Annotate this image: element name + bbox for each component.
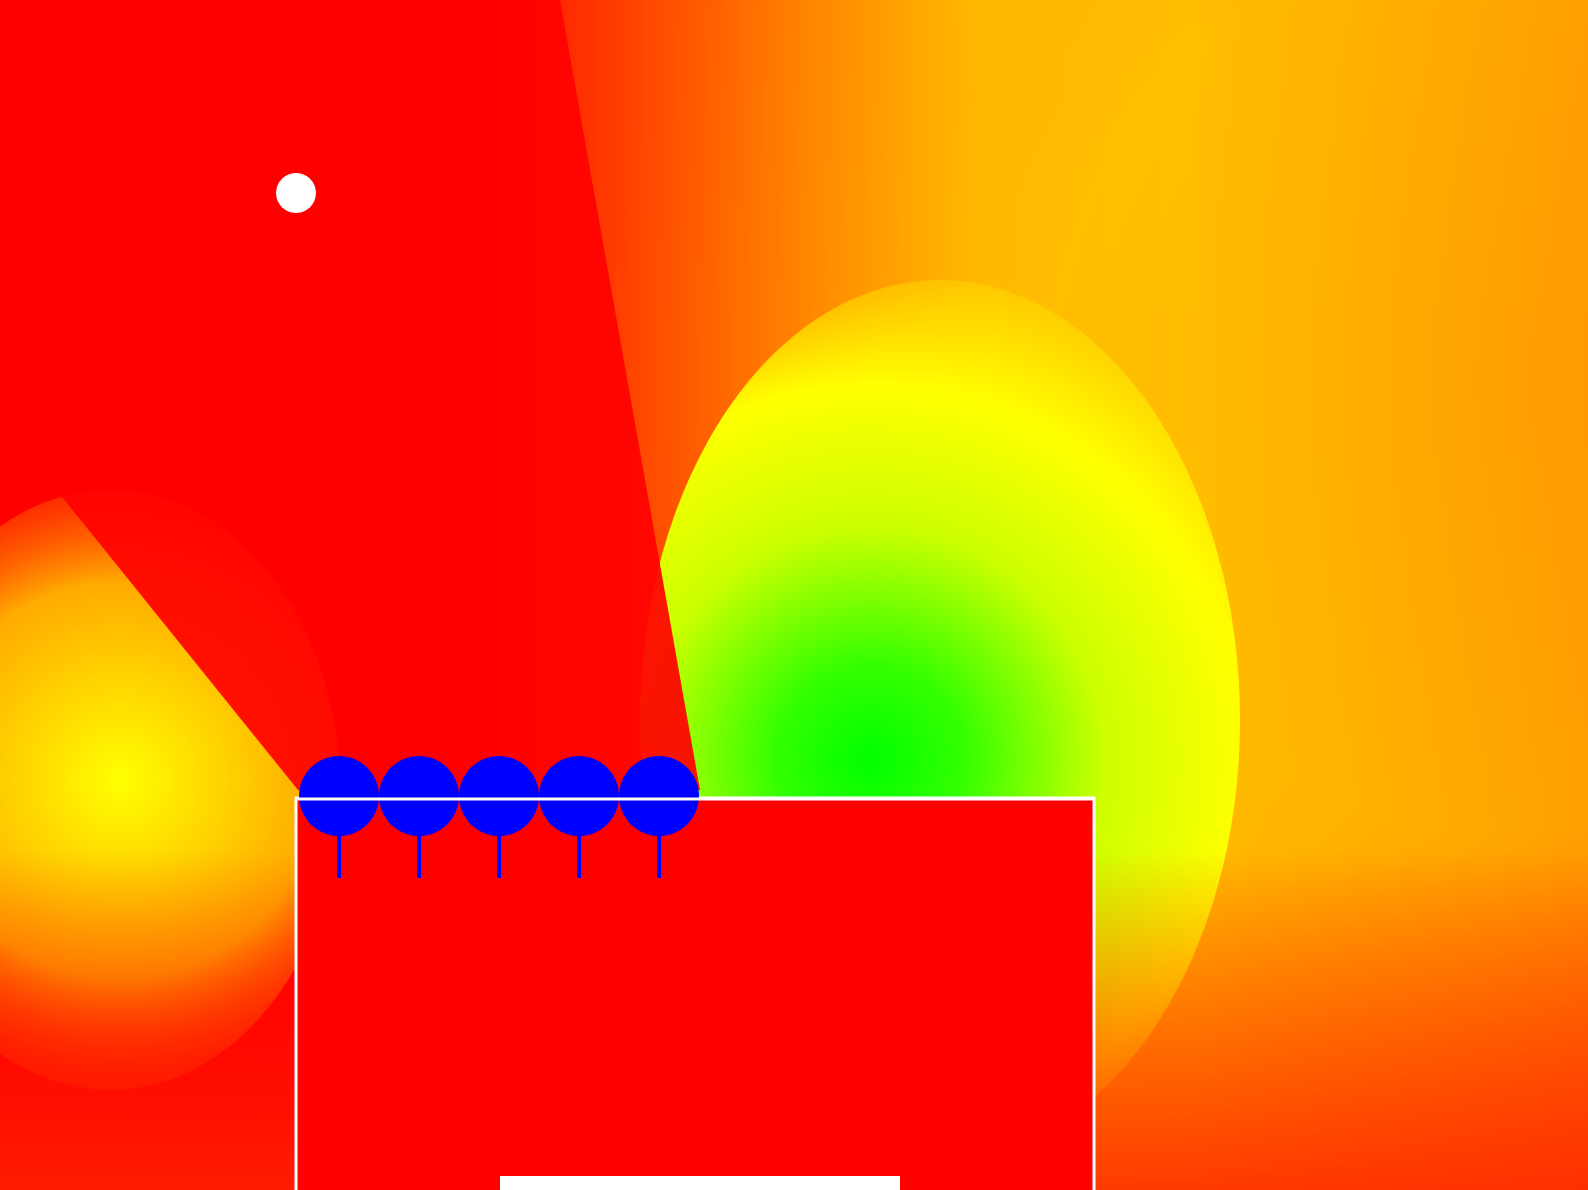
transducer-stem bbox=[657, 836, 661, 878]
transducer-circle bbox=[299, 756, 379, 836]
transducer-circle bbox=[459, 756, 539, 836]
transducer-array bbox=[298, 756, 1094, 878]
transducer-circle bbox=[539, 756, 619, 836]
transducer-stem bbox=[337, 836, 341, 878]
transducer-circle bbox=[379, 756, 459, 836]
transducer-circle bbox=[619, 756, 699, 836]
red-block bbox=[294, 796, 1096, 1190]
transducer-stem bbox=[417, 836, 421, 878]
bottom-white-bar bbox=[500, 1176, 900, 1190]
transducer-stem bbox=[497, 836, 501, 878]
transducer-stem bbox=[577, 836, 581, 878]
white-dot bbox=[276, 173, 316, 213]
